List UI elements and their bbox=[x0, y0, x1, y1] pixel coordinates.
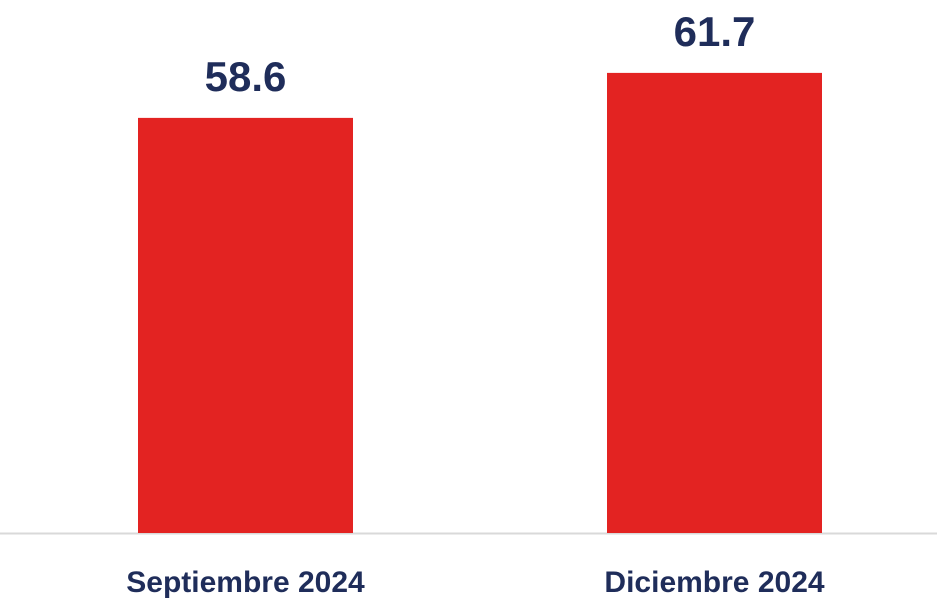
value-label: 61.7 bbox=[674, 8, 756, 55]
x-tick-label: Diciembre 2024 bbox=[604, 566, 824, 599]
bar bbox=[607, 72, 822, 533]
x-tick-label: Septiembre 2024 bbox=[126, 566, 365, 599]
value-label: 58.6 bbox=[205, 53, 287, 100]
bar bbox=[138, 117, 353, 534]
